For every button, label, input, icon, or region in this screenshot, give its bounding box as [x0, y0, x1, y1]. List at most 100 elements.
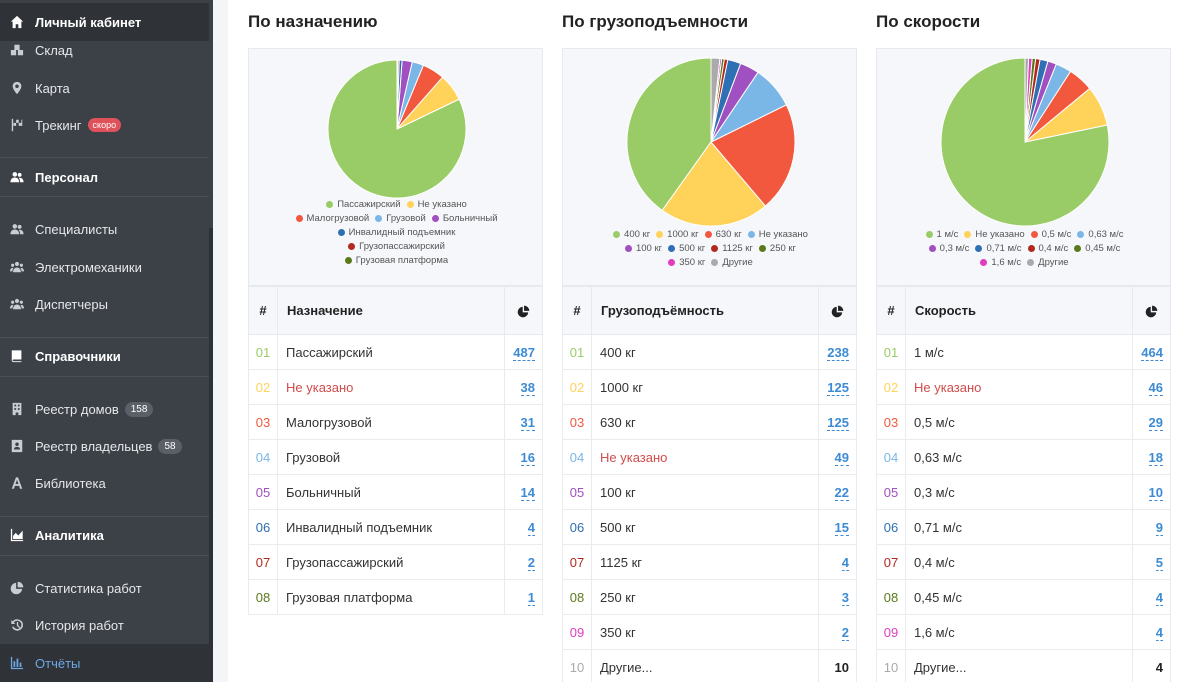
legend-label: 0,63 м/с	[1088, 228, 1124, 240]
row-count-link[interactable]: 125	[827, 414, 849, 431]
sidebar-item-electromechanics[interactable]: Электромеханики	[0, 248, 209, 286]
row-count-link[interactable]: 38	[520, 379, 535, 396]
row-count-link[interactable]: 22	[834, 484, 849, 501]
row-count-link[interactable]: 1	[527, 589, 535, 606]
legend-item[interactable]: 0,5 м/с	[1030, 229, 1071, 240]
row-count-link[interactable]: 4	[1155, 589, 1163, 606]
legend-item[interactable]: 0,71 м/с	[975, 243, 1022, 254]
legend-label: Больничный	[442, 212, 498, 224]
legend-item[interactable]: 0,4 м/с	[1027, 243, 1068, 254]
legend-item[interactable]: Малогрузовой	[295, 213, 369, 224]
legend-label: 1000 кг	[667, 228, 699, 240]
legend-item[interactable]: 0,3 м/с	[928, 243, 969, 254]
sidebar-divider	[0, 196, 209, 197]
legend-item[interactable]: 400 кг	[613, 229, 650, 240]
legend-item[interactable]: 630 кг	[704, 229, 742, 240]
row-count-link[interactable]: 3	[841, 589, 849, 606]
legend-item[interactable]: Грузовой	[375, 213, 426, 224]
legend-item[interactable]: 350 кг	[668, 257, 705, 268]
chart-panel: Пассажирский Не указано Малогрузовой Грузов…	[248, 48, 543, 286]
legend-item[interactable]: Не указано	[747, 229, 808, 240]
sidebar-divider	[0, 516, 209, 517]
legend-item[interactable]: Больничный	[431, 212, 498, 224]
sidebar-item-map[interactable]: Карта	[0, 69, 209, 107]
row-number: 08	[562, 579, 592, 615]
row-count-link[interactable]: 4	[841, 554, 849, 571]
legend-item[interactable]: 250 кг	[758, 243, 796, 254]
sidebar-item-owner-registry[interactable]: Реестр владельцев 58	[0, 427, 209, 465]
pie-chart-icon	[831, 305, 844, 318]
pie-slice[interactable]	[710, 104, 796, 207]
pie-slice[interactable]	[661, 141, 767, 227]
legend-item[interactable]: Грузовая платформа	[344, 255, 448, 266]
row-count-link[interactable]: 29	[1148, 414, 1163, 431]
legend-swatch	[964, 230, 972, 238]
legend-item[interactable]: 1 м/с	[925, 229, 958, 240]
legend-item[interactable]: 100 кг	[624, 243, 662, 254]
row-count-link[interactable]: 2	[527, 554, 535, 571]
sidebar-section-directories[interactable]: Справочники	[0, 337, 209, 375]
sidebar-item-work-stats[interactable]: Статистика работ	[0, 569, 209, 607]
legend-row: Инвалидный подъемник	[249, 225, 544, 239]
row-number: 02	[876, 369, 906, 405]
pie-slice[interactable]	[396, 59, 399, 130]
legend-item[interactable]: 1000 кг	[656, 228, 699, 240]
legend-item[interactable]: 0,45 м/с	[1074, 243, 1120, 254]
row-count-link[interactable]: 16	[520, 449, 535, 466]
pie-slice[interactable]	[710, 57, 721, 143]
legend-item[interactable]: Не указано	[406, 199, 467, 210]
legend-swatch	[624, 244, 632, 252]
sidebar-item-warehouse[interactable]: Склад	[0, 31, 209, 69]
row-count-link[interactable]: 31	[520, 414, 535, 431]
legend-swatch	[1077, 230, 1085, 238]
row-count-cell: 46	[1132, 369, 1171, 405]
row-count-link[interactable]: 4	[1155, 624, 1163, 641]
legend-item[interactable]: Пассажирский	[326, 199, 401, 210]
row-count-link[interactable]: 464	[1141, 344, 1163, 361]
row-count-link[interactable]: 18	[1148, 449, 1163, 466]
legend-item[interactable]: Другие	[711, 257, 753, 268]
row-count-link[interactable]: 9	[1155, 519, 1163, 536]
sidebar-section-staff[interactable]: Персонал	[0, 158, 209, 196]
pie-slice[interactable]	[1024, 57, 1030, 143]
sidebar-item-tracking[interactable]: Трекинг скоро	[0, 106, 209, 144]
legend-item[interactable]: 1,6 м/с	[980, 257, 1021, 268]
pie-slice[interactable]	[626, 57, 712, 212]
legend-item[interactable]: 0,63 м/с	[1077, 229, 1123, 240]
sidebar-item-specialists[interactable]: Специалисты	[0, 210, 209, 248]
legend-item[interactable]: Не указано	[964, 229, 1025, 240]
chart-legend: Пассажирский Не указано Малогрузовой Грузов…	[249, 197, 544, 267]
bar-chart-icon	[9, 655, 25, 671]
legend-row: Грузовая платформа	[249, 253, 544, 267]
sidebar-scrollbar[interactable]	[209, 228, 213, 682]
row-count-link[interactable]: 5	[1155, 554, 1163, 571]
row-count-link[interactable]: 2	[841, 624, 849, 641]
row-count-cell: 1	[504, 579, 543, 615]
legend-item[interactable]: 1125 кг	[711, 243, 753, 254]
row-count-link[interactable]: 238	[827, 344, 849, 361]
font-icon	[9, 475, 25, 491]
chart-legend: 1 м/с Не указано 0,5 м/с 0,63 м/с 0,3 м/с 0,7…	[877, 227, 1172, 269]
legend-item[interactable]: Инвалидный подъемник	[337, 227, 455, 238]
legend-item[interactable]: Грузопассажирский	[348, 241, 445, 252]
sidebar-section-analytics[interactable]: Аналитика	[0, 516, 209, 554]
row-count-link[interactable]: 4	[527, 519, 535, 536]
row-count-link[interactable]: 49	[834, 449, 849, 466]
row-count-link[interactable]: 46	[1148, 379, 1163, 396]
row-count-link[interactable]: 487	[513, 344, 535, 361]
sidebar-item-work-history[interactable]: История работ	[0, 606, 209, 644]
sidebar-item-dispatchers[interactable]: Диспетчеры	[0, 285, 209, 323]
row-count-cell: 238	[818, 334, 857, 370]
sidebar-item-reports[interactable]: Отчёты	[0, 644, 209, 682]
row-number: 08	[876, 579, 906, 615]
sidebar-item-library[interactable]: Библиотека	[0, 464, 209, 502]
table-row: 06 500 кг 15	[562, 509, 857, 545]
row-count-link[interactable]: 15	[834, 519, 849, 536]
row-count-link[interactable]: 14	[520, 484, 535, 501]
sidebar-item-account[interactable]: Личный кабинет	[0, 3, 209, 41]
legend-item[interactable]: 500 кг	[668, 243, 705, 254]
row-count-link[interactable]: 10	[1148, 484, 1163, 501]
legend-item[interactable]: Другие	[1027, 257, 1069, 268]
sidebar-item-house-registry[interactable]: Реестр домов 158	[0, 390, 209, 428]
row-count-link[interactable]: 125	[827, 379, 849, 396]
